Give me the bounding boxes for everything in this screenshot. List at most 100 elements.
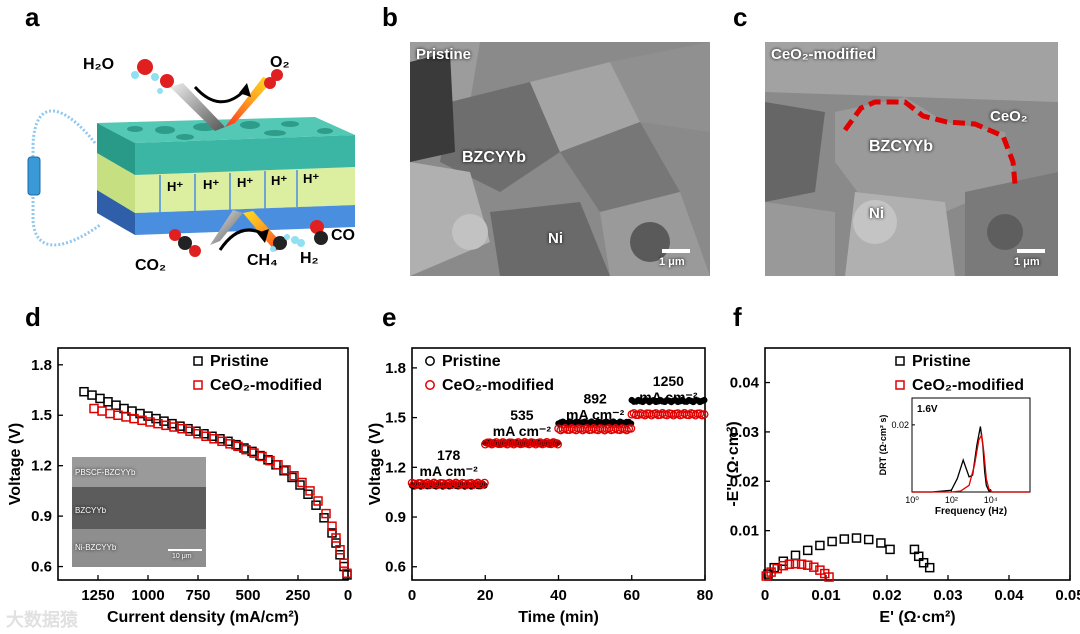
h2o-label: H₂O (83, 56, 114, 73)
data-point (313, 496, 323, 506)
x-tick-label: 250 (285, 587, 310, 604)
y-axis-label: Voltage (V) (367, 423, 384, 505)
wire-top (31, 109, 97, 175)
watermark: 大数据猿 (6, 610, 78, 631)
data-point (778, 560, 789, 571)
x-tick-label: 20 (477, 587, 494, 604)
legend-label: Pristine (442, 353, 501, 370)
legend-marker (895, 380, 905, 390)
legend-marker (425, 356, 435, 366)
y-tick-label: 0.02 (730, 473, 759, 490)
data-point (335, 544, 345, 555)
data-point (201, 431, 211, 442)
phase-label-ni: Ni (548, 230, 563, 247)
legend-marker (193, 380, 203, 390)
co2-molecule (169, 229, 201, 257)
data-point (279, 465, 289, 476)
data-point (89, 403, 99, 414)
data-point (784, 559, 795, 569)
proton-label: H⁺ (167, 179, 183, 194)
proton-label: H⁺ (271, 173, 287, 188)
data-point (876, 538, 886, 548)
h2o-molecule (131, 59, 174, 94)
data-point (335, 550, 345, 560)
data-point (480, 478, 489, 488)
sem-title-ceo2: CeO₂-modified (771, 46, 876, 63)
data-point (103, 397, 113, 407)
x-tick-label: 0 (344, 587, 352, 604)
scale-bar (1017, 249, 1045, 253)
chart-d: 1250 1000 750 500 250 0 0.6 0.9 1.2 1.5 1.8 Current… (7, 347, 352, 626)
scale-bar-label: 1 μm (1014, 256, 1040, 268)
inset-x-tick-label: 10⁴ (984, 495, 998, 505)
data-point (199, 428, 209, 439)
y-tick-label: 0.03 (730, 424, 759, 441)
data-point (331, 533, 341, 543)
x-tick-label: 0.02 (872, 587, 901, 604)
power-source (27, 156, 41, 196)
proton-label: H⁺ (237, 175, 253, 190)
data-point (695, 409, 705, 418)
proton-label: H⁺ (203, 177, 219, 192)
ch4-label: CH₄ (247, 252, 278, 269)
h2-molecule (291, 236, 305, 247)
phase-label-ceo2: CeO₂ (990, 108, 1028, 125)
inset-scale-bar (168, 549, 202, 551)
y-tick-label: 0.6 (385, 559, 406, 576)
data-point (295, 480, 305, 490)
y-tick-label: 0.01 (730, 523, 759, 540)
legend-label: CeO₂-modified (912, 377, 1024, 394)
data-point (153, 418, 163, 429)
step-current-unit: mA cm⁻² (420, 463, 479, 479)
data-point (827, 536, 837, 547)
x-tick-label: 0.05 (1055, 587, 1080, 604)
y-tick-label: 1.2 (31, 458, 52, 475)
o2-label: O₂ (270, 54, 290, 71)
data-point (287, 472, 297, 483)
x-tick-label: 0.01 (811, 587, 840, 604)
panel-label-e: e (382, 302, 397, 332)
data-point (209, 434, 219, 444)
co-label: CO (331, 227, 355, 244)
data-point (790, 550, 801, 561)
x-tick-label: 0.04 (994, 587, 1024, 604)
scale-bar-label: 1 μm (659, 256, 685, 268)
y-tick-label: 0.04 (730, 375, 760, 392)
data-point (111, 400, 121, 410)
y-tick-label: 1.5 (31, 407, 52, 424)
panel-label-b: b (382, 2, 398, 32)
co2-label: CO₂ (135, 257, 166, 274)
x-tick-label: 60 (623, 587, 640, 604)
x-tick-label: 1000 (131, 587, 164, 604)
data-point (207, 431, 217, 442)
y-axis-label: Voltage (V) (7, 423, 24, 505)
scale-bar (662, 249, 690, 253)
data-point (763, 569, 773, 579)
data-point (815, 540, 825, 551)
inset-x-tick-label: 10² (945, 495, 958, 505)
legend-label: Pristine (912, 353, 971, 370)
step-current-unit: mA cm⁻² (566, 407, 625, 423)
data-point (626, 424, 636, 433)
data-point (121, 412, 131, 422)
data-point (191, 426, 201, 436)
inset-y-tick-label: 0.02 (891, 420, 909, 430)
data-point (478, 480, 487, 489)
o2-beam (225, 77, 273, 127)
data-point (802, 560, 813, 570)
data-point (772, 563, 782, 574)
step-current-unit: mA cm⁻² (493, 423, 552, 439)
y-tick-label: 0.9 (31, 508, 52, 525)
x-tick-label: 1250 (81, 587, 114, 604)
y-axis-label: -E'' (Ω·cm²) (725, 421, 742, 506)
phase-label-bzcyyb: BZCYYb (462, 149, 526, 166)
x-tick-label: 40 (550, 587, 567, 604)
step-current-value: 892 (583, 391, 607, 407)
series-1 (89, 403, 352, 579)
series-0 (763, 533, 935, 579)
ch4-molecule (270, 234, 290, 252)
chart-e: 0 20 40 60 80 0.6 0.9 1.2 1.5 1.8 Time (min) Voltag… (367, 347, 713, 626)
data-point (79, 386, 89, 397)
data-point (273, 460, 283, 470)
data-point (305, 486, 315, 496)
